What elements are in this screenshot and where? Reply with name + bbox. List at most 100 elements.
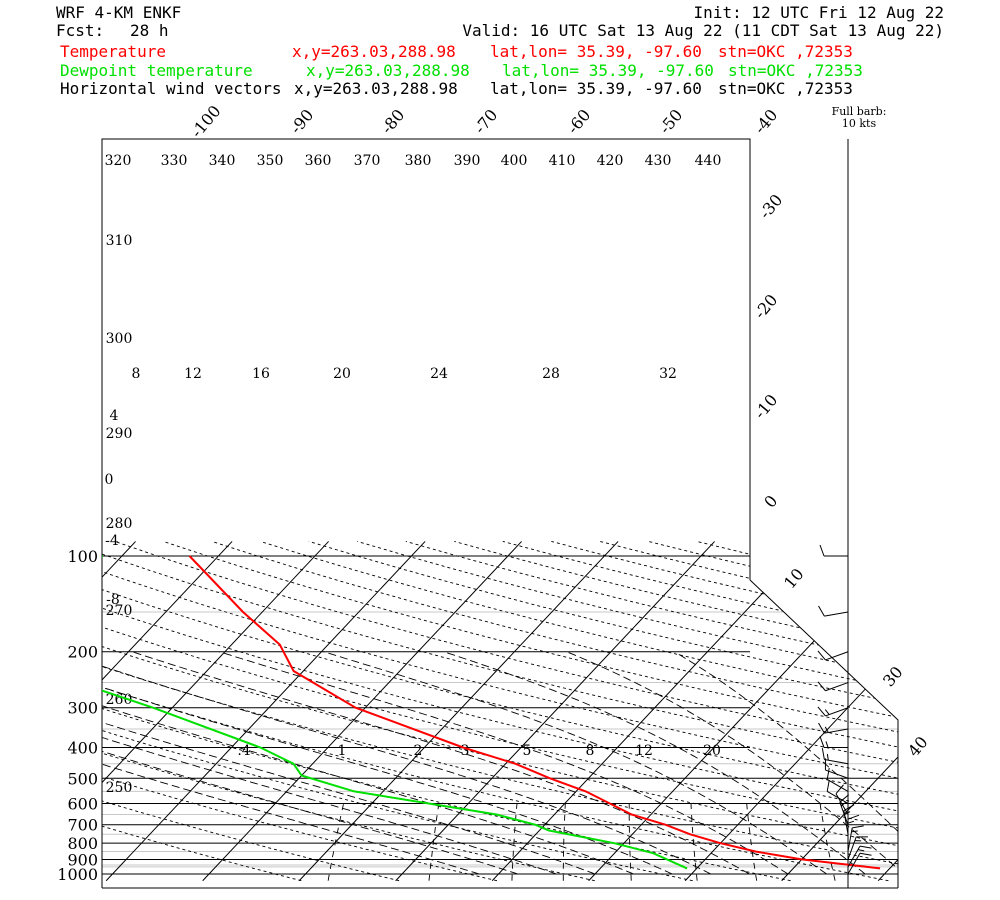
temperature-xy: x,y=263.03,288.98 <box>292 42 456 61</box>
wind-barb <box>818 722 849 734</box>
moist-adiabat-label: 0 <box>105 472 114 488</box>
dry-adiabat-label: 340 <box>209 153 236 169</box>
wind-barb-half-flag <box>824 726 829 733</box>
pressure-tick-label: 100 <box>67 547 98 566</box>
isotherm-line <box>781 541 898 882</box>
isotherm-line <box>105 541 426 882</box>
moist-adiabat-line <box>102 651 712 875</box>
wind-barb-flag <box>826 779 830 792</box>
moist-adiabat-label: 28 <box>542 366 560 382</box>
mixing-ratio-line <box>511 803 518 881</box>
moist-adiabat-line <box>443 651 866 875</box>
dry-adiabat-label: 310 <box>106 233 133 249</box>
init-time: Init: 12 UTC Fri 12 Aug 22 <box>693 3 944 22</box>
dry-adiabat-line <box>102 540 898 882</box>
mixing-ratio-line <box>327 803 345 881</box>
mixing-ratio-line <box>428 803 440 881</box>
pressure-tick-label: 600 <box>67 794 98 813</box>
isotherm-line <box>975 541 1000 880</box>
dry-adiabat-line <box>211 540 898 882</box>
dry-adiabat-line <box>102 541 693 882</box>
temperature-label: Temperature <box>60 42 166 61</box>
isotherm-label: 0 <box>760 491 781 511</box>
isotherm-line <box>684 541 898 882</box>
isotherm-line <box>102 541 233 882</box>
wind-barb <box>835 784 849 815</box>
pressure-tick-label: 500 <box>67 769 98 788</box>
dewpoint-stn: stn=OKC ,72353 <box>728 61 863 80</box>
wind-barb-flag <box>817 650 826 661</box>
isotherm-line <box>298 541 619 882</box>
isotherm-line <box>588 541 898 882</box>
mixing-ratio-label: 3 <box>461 743 470 759</box>
isotherm-label: -20 <box>750 290 781 322</box>
dry-adiabat-line <box>102 541 302 882</box>
pressure-tick-label: 700 <box>67 816 98 835</box>
wind-barb-half-flag <box>826 753 829 761</box>
valid-time: Valid: 16 UTC Sat 13 Aug 22 (11 CDT Sat … <box>462 21 944 40</box>
mixing-ratio-label: .4 <box>237 743 250 759</box>
dry-adiabat-label: 270 <box>106 603 133 619</box>
pressure-tick-label: 1000 <box>57 865 98 884</box>
fcst-label: Fcst: <box>56 21 105 40</box>
header: WRF 4-KM ENKF Fcst: 28 h Init: 12 UTC Fr… <box>0 0 1000 120</box>
dry-adiabat-line <box>102 541 400 882</box>
mixing-ratio-label: 20 <box>703 743 721 759</box>
wind-barb-flag <box>839 794 850 803</box>
isotherm-line <box>0 541 39 880</box>
wind-barb <box>821 747 849 765</box>
dry-adiabat-label: 380 <box>405 153 432 169</box>
wind-barb-half-flag <box>824 709 830 715</box>
wind-barb <box>817 681 849 692</box>
mixing-ratio-line <box>628 803 632 881</box>
dry-adiabat-line <box>102 541 498 882</box>
wind-barb-half-flag <box>844 811 851 816</box>
dry-adiabat-line <box>405 540 898 882</box>
isotherm-label: -90 <box>286 105 317 137</box>
wind-barb-flag <box>859 852 872 856</box>
moist-adiabat-label: 20 <box>333 366 351 382</box>
isotherm-label: -70 <box>470 105 501 137</box>
temperature-latlon: lat,lon= 35.39, -97.60 <box>490 42 702 61</box>
moist-adiabat-line <box>566 651 898 875</box>
wind-barb <box>847 845 872 868</box>
isotherm-label: 40 <box>904 733 932 761</box>
isotherm-label: -80 <box>377 105 408 137</box>
wind-barb <box>847 852 872 875</box>
wind-barb-flag <box>847 814 860 820</box>
temperature-stn: stn=OKC ,72353 <box>718 42 853 61</box>
moist-adiabat-line <box>323 651 827 875</box>
model-title: WRF 4-KM ENKF <box>56 3 182 22</box>
mixing-ratio-line <box>746 803 758 881</box>
wind-barb <box>847 814 860 844</box>
moist-adiabat-label: 32 <box>659 366 677 382</box>
wind-barb-half-flag <box>857 849 865 852</box>
mixing-ratio-label: 1 <box>338 743 347 759</box>
wind-barb-flag <box>835 784 844 795</box>
pressure-tick-label: 300 <box>67 699 98 718</box>
wind-barb-shaft <box>826 779 849 792</box>
wind-barb-shaft <box>824 611 849 617</box>
dry-adiabat-label: 320 <box>105 153 132 169</box>
dry-adiabat-label: 290 <box>106 426 133 442</box>
wind-barb-flag <box>821 747 825 760</box>
isotherm-label: -10 <box>750 390 781 422</box>
wind-barb <box>819 544 848 557</box>
moist-adiabat-label: -8 <box>106 592 120 608</box>
dry-adiabat-line <box>102 540 889 882</box>
wind-barb-flag <box>818 605 825 617</box>
wind-xy: x,y=263.03,288.98 <box>294 79 458 98</box>
plot-frame <box>101 138 751 888</box>
wind-barb-shaft <box>825 769 849 779</box>
wind-barb-half-flag <box>825 741 829 748</box>
dry-adiabat-line <box>102 540 898 882</box>
wind-barb <box>817 706 849 717</box>
dewpoint-xy: x,y=263.03,288.98 <box>306 61 470 80</box>
dry-adiabat-line <box>102 540 791 882</box>
wind-barb-flag <box>826 767 830 780</box>
isotherm-line <box>102 541 329 882</box>
moist-adiabat-label: 12 <box>184 366 202 382</box>
dry-adiabat-label: 420 <box>597 153 624 169</box>
dry-adiabat-label: 410 <box>549 153 576 169</box>
plot-frame <box>749 579 899 888</box>
